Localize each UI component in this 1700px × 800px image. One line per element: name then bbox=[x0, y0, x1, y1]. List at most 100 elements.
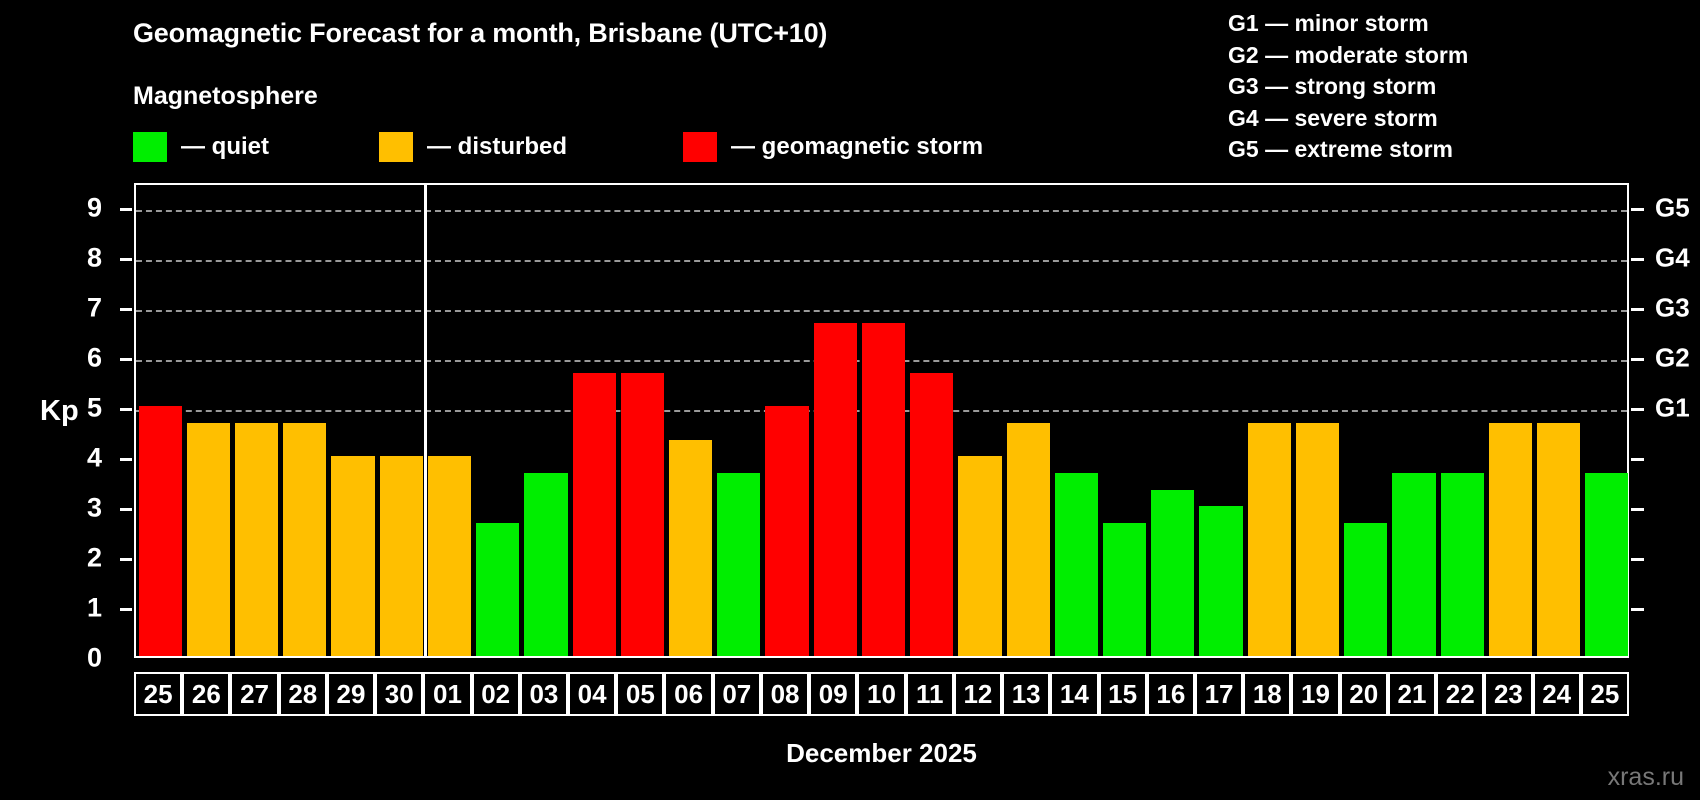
bar-09 bbox=[813, 322, 857, 656]
date-label-30: 25 bbox=[1580, 672, 1629, 716]
date-label-27: 22 bbox=[1436, 672, 1485, 716]
date-label-5: 30 bbox=[375, 672, 424, 716]
bar-30 bbox=[379, 456, 423, 656]
date-label-19: 14 bbox=[1050, 672, 1099, 716]
bar-14 bbox=[1054, 472, 1098, 656]
g-axis-label-G4: G4 bbox=[1655, 242, 1690, 273]
bar-25 bbox=[138, 406, 182, 656]
bar-20 bbox=[1344, 522, 1388, 656]
y-tick-mark-3 bbox=[120, 508, 132, 511]
bar-10 bbox=[861, 322, 906, 656]
chart-plot-area bbox=[134, 183, 1629, 658]
bar-28 bbox=[283, 422, 327, 656]
bar-25 bbox=[1585, 472, 1629, 656]
g-tick-mark-G4 bbox=[1631, 258, 1644, 261]
bar-03 bbox=[524, 472, 568, 656]
bar-02 bbox=[476, 522, 520, 656]
legend-label: — quiet bbox=[181, 133, 269, 160]
magnetosphere-heading: Magnetosphere bbox=[133, 82, 318, 110]
g-scale-line-4: G4 — severe storm bbox=[1228, 104, 1438, 131]
g-tick-mark-G5 bbox=[1631, 208, 1644, 211]
date-label-13: 08 bbox=[760, 672, 810, 716]
y-tick-label-6: 6 bbox=[86, 342, 102, 373]
bar-29 bbox=[331, 456, 375, 656]
g-axis-label-G5: G5 bbox=[1655, 192, 1690, 223]
bar-18 bbox=[1247, 422, 1291, 656]
month-divider-line bbox=[423, 185, 427, 656]
bar-13 bbox=[1006, 422, 1050, 656]
watermark: xras.ru bbox=[1607, 763, 1684, 791]
y-tick-label-3: 3 bbox=[86, 492, 102, 523]
y-tick-label-7: 7 bbox=[86, 292, 102, 323]
bar-21 bbox=[1392, 472, 1436, 656]
g-axis-minor-tick-2 bbox=[1631, 558, 1644, 561]
date-label-11: 06 bbox=[664, 672, 713, 716]
g-tick-mark-G1 bbox=[1631, 408, 1644, 411]
date-label-22: 17 bbox=[1194, 672, 1244, 716]
gridline-kp-8 bbox=[136, 260, 1627, 262]
date-label-17: 12 bbox=[953, 672, 1003, 716]
y-tick-label-1: 1 bbox=[86, 592, 102, 623]
y-axis-title: Kp bbox=[40, 395, 79, 427]
date-label-9: 04 bbox=[568, 672, 617, 716]
y-tick-mark-1 bbox=[120, 608, 132, 611]
legend-entry-disturbed: — disturbed bbox=[379, 132, 567, 162]
y-tick-label-8: 8 bbox=[86, 242, 102, 273]
date-label-6: 01 bbox=[423, 672, 472, 716]
date-label-25: 20 bbox=[1339, 672, 1388, 716]
bar-19 bbox=[1295, 422, 1340, 656]
bar-23 bbox=[1488, 422, 1533, 656]
page-title: Geomagnetic Forecast for a month, Brisba… bbox=[133, 18, 828, 48]
bar-07 bbox=[717, 472, 761, 656]
g-axis-minor-tick-1 bbox=[1631, 608, 1644, 611]
gridline-kp-7 bbox=[136, 310, 1627, 312]
y-tick-label-5: 5 bbox=[86, 392, 102, 423]
y-tick-label-2: 2 bbox=[86, 542, 102, 573]
legend-entry-geomagneticstorm: — geomagnetic storm bbox=[683, 132, 983, 162]
legend-entry-quiet: — quiet bbox=[133, 132, 269, 162]
bar-15 bbox=[1103, 522, 1147, 656]
g-axis-label-G1: G1 bbox=[1655, 392, 1690, 423]
y-tick-mark-4 bbox=[120, 458, 132, 461]
bar-04 bbox=[572, 372, 616, 656]
y-tick-mark-5 bbox=[120, 408, 132, 411]
g-scale-line-5: G5 — extreme storm bbox=[1228, 136, 1453, 162]
y-tick-mark-8 bbox=[120, 258, 132, 261]
y-tick-label-0: 0 bbox=[86, 642, 102, 673]
g-tick-mark-G3 bbox=[1631, 308, 1644, 311]
x-axis-title: December 2025 bbox=[786, 738, 977, 768]
gridline-kp-9 bbox=[136, 210, 1627, 212]
date-label-10: 05 bbox=[616, 672, 665, 716]
color-legend: — quiet — disturbed — geomagnetic storm bbox=[133, 130, 983, 164]
date-label-26: 21 bbox=[1387, 672, 1437, 716]
date-label-14: 09 bbox=[809, 672, 858, 716]
date-label-8: 03 bbox=[519, 672, 569, 716]
bar-17 bbox=[1199, 506, 1243, 656]
bar-08 bbox=[765, 406, 809, 656]
g-scale-line-1: G1 — minor storm bbox=[1228, 10, 1429, 36]
date-label-0: 25 bbox=[134, 672, 183, 716]
g-axis-minor-tick-4 bbox=[1631, 458, 1644, 461]
red-square-icon bbox=[683, 132, 718, 162]
date-label-18: 13 bbox=[1002, 672, 1051, 716]
bar-22 bbox=[1440, 472, 1484, 656]
bar-06 bbox=[668, 439, 713, 656]
bar-11 bbox=[910, 372, 954, 656]
bar-26 bbox=[186, 422, 230, 656]
y-tick-mark-2 bbox=[120, 558, 132, 561]
date-label-3: 28 bbox=[278, 672, 327, 716]
date-label-16: 11 bbox=[905, 672, 954, 716]
legend-label: — geomagnetic storm bbox=[731, 133, 984, 160]
y-tick-label-9: 9 bbox=[86, 192, 102, 223]
y-tick-label-4: 4 bbox=[86, 442, 102, 473]
bar-01 bbox=[427, 456, 472, 656]
chart-plot-inner bbox=[136, 185, 1629, 656]
y-tick-mark-9 bbox=[120, 208, 132, 211]
green-square-icon bbox=[133, 132, 167, 162]
g-axis-minor-tick-3 bbox=[1631, 508, 1644, 511]
date-label-15: 10 bbox=[857, 672, 906, 716]
g-scale-line-3: G3 — strong storm bbox=[1228, 73, 1437, 99]
date-label-23: 18 bbox=[1243, 672, 1292, 716]
date-label-28: 23 bbox=[1484, 672, 1533, 716]
g-scale-line-2: G2 — moderate storm bbox=[1228, 41, 1469, 68]
